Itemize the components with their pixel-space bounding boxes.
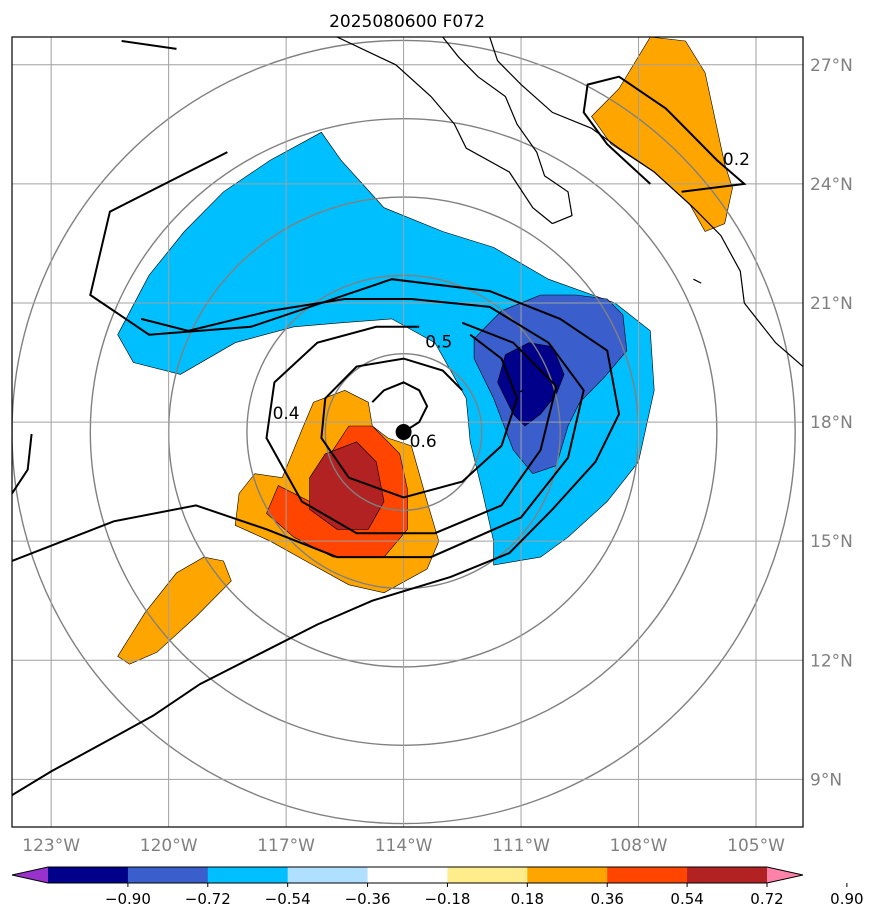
map-frame — [11, 36, 804, 828]
coastline-islas_marias — [693, 278, 702, 284]
lon-tick-label: 120°W — [140, 836, 198, 856]
lon-tick-label: 123°W — [22, 836, 80, 856]
colorbar: −0.90 −0.72 −0.54 −0.36 −0.18 0.18 0.36 0.54 0.7… — [11, 866, 864, 908]
contour-line — [12, 151, 621, 797]
contour-label: 0.6 — [410, 432, 437, 452]
colorbar-tick-label: −0.18 — [424, 890, 470, 908]
colorbar-tick-label: −0.36 — [345, 890, 391, 908]
coastline-baja_west — [336, 37, 553, 225]
colorbar-swatch — [367, 867, 448, 883]
axis-ticks: 123°W 120°W 117°W 114°W 111°W 108°W 105°W 9°N 12… — [22, 56, 853, 856]
graticule-grid — [12, 37, 803, 827]
lon-tick-label: 114°W — [375, 836, 433, 856]
colorbar-tick-label: −0.72 — [185, 890, 231, 908]
contour-line — [12, 298, 585, 562]
contour-line — [121, 40, 177, 50]
colorbar-tick-label: 0.18 — [511, 890, 544, 908]
colorbar-swatch — [687, 867, 768, 883]
colorbar-outline — [11, 866, 804, 884]
lat-tick-label: 15°N — [810, 532, 853, 552]
colorbar-swatch — [48, 867, 129, 883]
storm-center-marker — [395, 424, 412, 440]
center-dot — [395, 424, 412, 440]
colorbar-extend-high — [767, 867, 803, 883]
lat-tick-label: 21°N — [810, 294, 853, 314]
lat-tick-label: 24°N — [810, 175, 853, 195]
contour-line — [582, 75, 747, 193]
colorbar-tick-label: −0.90 — [105, 890, 151, 908]
lat-tick-label: 9°N — [810, 770, 842, 790]
colorbar-swatch — [527, 867, 608, 883]
coastline-baja_east — [442, 37, 573, 225]
contour-label: 0.4 — [273, 404, 300, 424]
contour-line — [265, 321, 558, 535]
lon-tick-label: 111°W — [492, 836, 550, 856]
colorbar-extend-low — [12, 867, 48, 883]
contour-line — [371, 381, 429, 433]
colorbar-swatch — [607, 867, 688, 883]
colorbar-tick-label: 0.54 — [670, 890, 703, 908]
contour-label: 0.2 — [723, 150, 750, 170]
contour-line — [320, 333, 519, 499]
colorbar-swatch — [287, 867, 369, 883]
contour-labels: 0.6 0.5 0.4 0.2 — [273, 150, 750, 452]
colorbar-tick-label: 0.36 — [591, 890, 624, 908]
colorbar-swatch — [207, 867, 289, 883]
lon-tick-label: 108°W — [610, 836, 668, 856]
coastline-socorro_isl — [518, 389, 524, 393]
lat-tick-label: 27°N — [810, 56, 853, 76]
colorbar-swatch — [127, 867, 209, 883]
filled-region-pos_ne_baja — [591, 37, 733, 232]
colorbar-tick-label: −0.54 — [265, 890, 311, 908]
map-area: 0.6 0.5 0.4 0.2 — [12, 37, 803, 827]
colorbar-swatch — [447, 867, 528, 883]
contour-lines — [12, 40, 747, 797]
chart-title: 2025080600 F072 — [329, 12, 485, 32]
lat-tick-label: 18°N — [810, 413, 853, 433]
contour-line — [12, 433, 33, 495]
coastline-mexico_mainland — [489, 37, 803, 367]
colorbar-tick-label: 0.90 — [830, 890, 863, 908]
lat-tick-label: 12°N — [810, 651, 853, 671]
colorbar-tick-label: 0.72 — [750, 890, 783, 908]
lon-tick-label: 117°W — [257, 836, 315, 856]
filled-region-pos_sw_tail — [117, 556, 232, 665]
lon-tick-label: 105°W — [727, 836, 785, 856]
coastline — [336, 37, 803, 393]
contour-label: 0.5 — [425, 333, 452, 353]
